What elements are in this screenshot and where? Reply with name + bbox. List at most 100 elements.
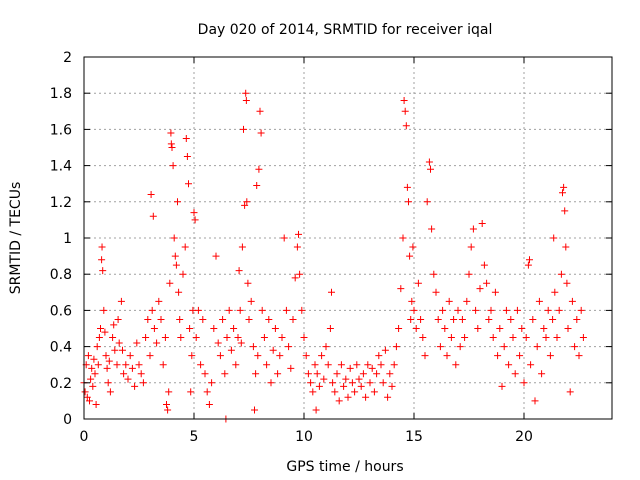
data-point — [205, 401, 213, 409]
data-point — [428, 225, 436, 233]
data-point — [474, 325, 482, 332]
data-point — [555, 306, 563, 314]
data-point — [291, 274, 299, 282]
data-point — [102, 352, 110, 360]
data-point — [171, 252, 179, 260]
data-point — [122, 361, 130, 369]
data-point — [282, 306, 290, 314]
x-tick-label: 15 — [405, 429, 423, 445]
data-point — [388, 382, 396, 390]
data-point — [304, 370, 312, 378]
data-point — [91, 370, 99, 378]
data-point — [120, 370, 128, 378]
data-point — [524, 261, 532, 269]
y-tick-label: 1.8 — [50, 86, 72, 102]
data-point — [210, 325, 218, 332]
data-point — [551, 288, 559, 296]
data-point — [377, 361, 385, 369]
data-point — [285, 343, 293, 351]
data-point — [463, 297, 471, 305]
data-point — [298, 306, 306, 314]
data-point — [522, 334, 530, 342]
data-point — [133, 339, 141, 347]
data-point — [150, 325, 158, 332]
data-point — [340, 382, 348, 390]
data-point — [128, 364, 136, 372]
data-point — [208, 379, 216, 387]
data-point — [260, 334, 268, 342]
x-tick-label: 0 — [80, 429, 89, 445]
data-point — [346, 364, 354, 372]
data-point — [311, 361, 319, 369]
data-point — [485, 315, 493, 323]
data-point — [568, 297, 576, 305]
data-point — [348, 379, 356, 387]
data-point — [381, 346, 389, 354]
data-point — [561, 207, 569, 215]
data-point — [110, 321, 118, 329]
y-tick-label: 0.8 — [50, 267, 72, 283]
data-point — [531, 397, 539, 405]
data-point — [491, 288, 499, 296]
data-point — [331, 388, 339, 396]
data-point — [370, 388, 378, 396]
data-point — [434, 315, 442, 323]
data-point — [86, 397, 93, 405]
data-point — [472, 306, 480, 314]
axis-ticks — [83, 56, 612, 420]
data-point — [302, 352, 310, 360]
data-point — [480, 261, 488, 269]
data-point — [454, 306, 462, 314]
data-point — [409, 243, 417, 251]
data-point — [494, 352, 502, 360]
data-point — [257, 129, 265, 137]
data-point — [148, 306, 156, 314]
data-point — [392, 343, 400, 351]
data-point — [164, 406, 172, 414]
data-point — [560, 183, 568, 191]
data-point — [175, 288, 183, 296]
data-point — [166, 279, 174, 287]
data-point — [483, 279, 491, 287]
y-tick-label: 0.2 — [50, 376, 72, 392]
data-point — [104, 379, 112, 387]
data-point — [447, 334, 455, 342]
data-point — [101, 328, 109, 336]
data-point — [131, 382, 139, 390]
data-point — [114, 315, 122, 323]
data-point — [410, 306, 418, 314]
data-point — [280, 234, 288, 242]
data-point — [83, 393, 91, 401]
data-point — [516, 352, 524, 360]
data-point — [425, 158, 433, 166]
data-point — [513, 306, 521, 314]
data-point — [185, 180, 192, 188]
data-point — [575, 352, 583, 360]
data-point — [149, 212, 157, 220]
data-point — [119, 346, 126, 354]
y-tick-label: 0.4 — [50, 340, 72, 356]
data-point — [511, 370, 519, 378]
data-point — [550, 234, 558, 242]
data-point — [235, 267, 243, 275]
data-point — [342, 375, 350, 383]
data-point — [402, 122, 410, 130]
data-point — [234, 334, 242, 342]
data-point — [351, 388, 359, 396]
data-point — [359, 370, 367, 378]
data-point — [227, 346, 235, 354]
data-point — [230, 325, 238, 332]
data-point — [167, 129, 175, 137]
data-point — [430, 270, 438, 278]
data-point — [105, 357, 113, 365]
data-point — [144, 315, 152, 323]
data-point — [441, 325, 449, 332]
data-point — [476, 285, 484, 293]
data-point — [192, 334, 200, 342]
data-point — [564, 325, 572, 332]
data-point — [87, 375, 95, 383]
data-point — [401, 107, 409, 115]
data-point — [139, 379, 147, 387]
data-point — [452, 361, 460, 369]
